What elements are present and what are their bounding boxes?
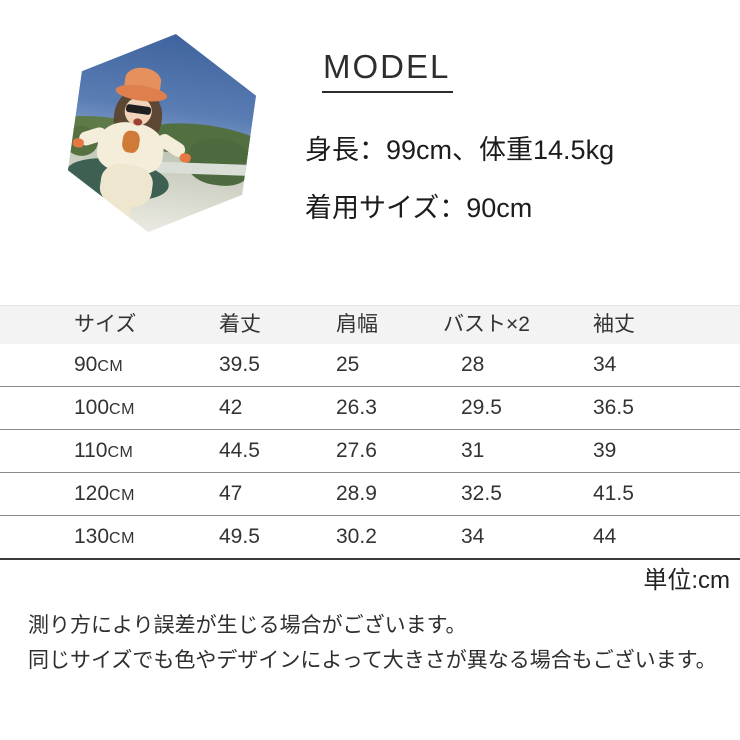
sleeve-cuff	[179, 153, 191, 163]
size-unit: CM	[109, 530, 135, 547]
size-cell: 120CM	[0, 473, 219, 515]
size-unit: CM	[107, 444, 134, 461]
value-cell: 34	[593, 353, 617, 376]
table-row-110cm: 110CM 44.5 27.6 31 39	[0, 430, 740, 473]
table-row-130cm: 130CM 49.5 30.2 34 44	[0, 516, 740, 560]
model-photo	[49, 20, 275, 246]
value-cell: 25	[336, 353, 360, 376]
sleeve-cuff	[72, 138, 84, 148]
disclaimer-notes: 測り方により誤差が生じる場合がございます。 同じサイズでも色やデザインによって大…	[28, 608, 717, 678]
col-header-bust: バスト×2	[443, 313, 530, 336]
value-cell: 41.5	[593, 482, 634, 505]
table-row-90cm: 90CM 39.5 25 28 34	[0, 344, 740, 387]
value-cell: 31	[461, 439, 485, 462]
child-shoe	[102, 219, 121, 231]
col-header-size: サイズ	[74, 313, 137, 336]
value-cell: 44.5	[219, 439, 260, 462]
value-cell: 39.5	[219, 353, 260, 376]
size-number: 90	[74, 353, 98, 376]
value-cell: 29.5	[461, 396, 502, 419]
size-number: 110	[74, 439, 108, 462]
size-unit: CM	[109, 487, 135, 504]
col-header-shoulder: 肩幅	[336, 313, 378, 336]
value-cell: 36.5	[593, 396, 634, 419]
value-cell: 27.6	[336, 439, 377, 462]
size-number: 130	[74, 525, 110, 548]
size-cell: 100CM	[0, 387, 219, 429]
value-cell: 42	[219, 396, 243, 419]
table-row-100cm: 100CM 42 26.3 29.5 36.5	[0, 387, 740, 430]
disclaimer-line-1: 測り方により誤差が生じる場合がございます。	[28, 614, 467, 637]
value-cell: 49.5	[219, 525, 260, 548]
col-header-length: 着丈	[219, 313, 261, 336]
model-heading: MODEL	[322, 48, 454, 93]
value-cell: 44	[593, 525, 617, 548]
table-row-120cm: 120CM 47 28.9 32.5 41.5	[0, 473, 740, 516]
value-cell: 32.5	[461, 482, 502, 505]
child-leg	[107, 193, 133, 228]
value-cell: 28.9	[336, 482, 377, 505]
value-cell: 26.3	[336, 396, 377, 419]
unit-note: 単位:cm	[643, 567, 730, 594]
model-height-weight: 身長：99cm、体重14.5kg	[305, 135, 615, 165]
size-cell: 90CM	[0, 344, 219, 386]
disclaimer-line-2: 同じサイズでも色やデザインによって大きさが異なる場合もございます。	[28, 649, 717, 672]
value-cell: 28	[461, 353, 485, 376]
model-wearing-size: 着用サイズ：90cm	[305, 193, 533, 223]
size-unit: CM	[97, 358, 124, 375]
size-number: 100	[74, 396, 110, 419]
value-cell: 30.2	[336, 525, 377, 548]
value-cell: 39	[593, 439, 617, 462]
size-number: 120	[74, 482, 110, 505]
size-unit: CM	[109, 401, 135, 418]
value-cell: 47	[219, 482, 243, 505]
col-header-sleeve: 袖丈	[593, 313, 635, 336]
size-table: サイズ 着丈 肩幅 バスト×2 袖丈 90CM 39.5 25 28 34 10…	[0, 305, 740, 560]
size-cell: 130CM	[0, 516, 219, 558]
size-table-header-row: サイズ 着丈 肩幅 バスト×2 袖丈	[0, 305, 740, 344]
size-cell: 110CM	[0, 430, 219, 472]
value-cell: 34	[461, 525, 485, 548]
